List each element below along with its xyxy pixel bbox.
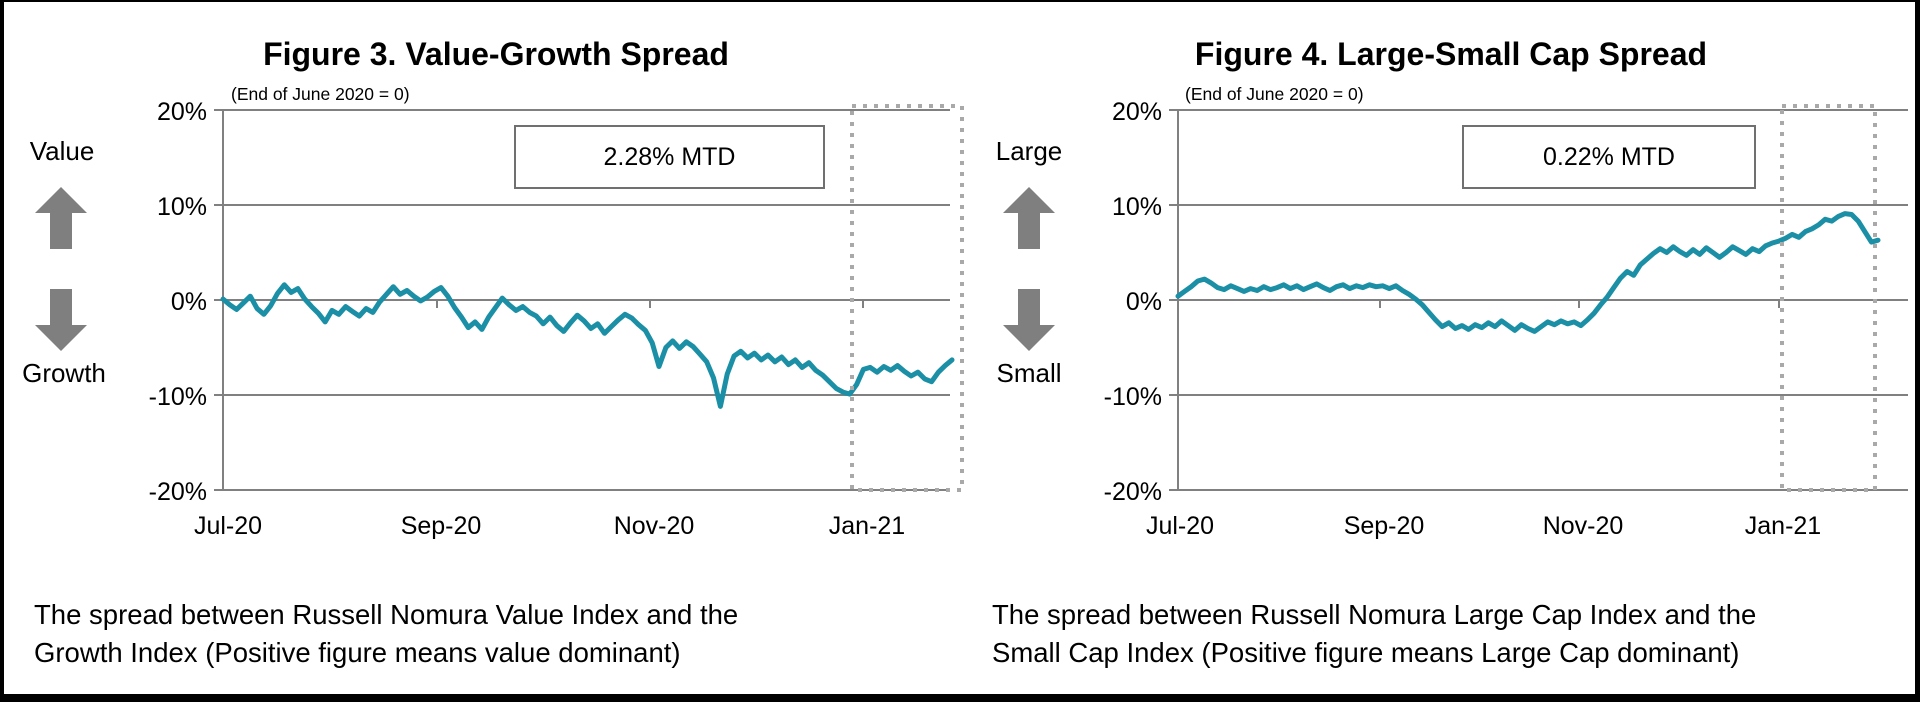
direction-down-label: Small — [996, 358, 1062, 388]
y-axis-tick-label: 0% — [1125, 288, 1162, 316]
x-axis-tick-label: Sep-20 — [400, 512, 482, 540]
x-axis-tick-label: Jul-20 — [1145, 512, 1215, 540]
chart-title: Figure 4. Large-Small Cap Spread — [1194, 36, 1708, 72]
y-axis-tick-label: -20% — [148, 478, 207, 506]
x-axis-tick-label: Nov-20 — [613, 512, 695, 540]
caption-line-1: The spread between Russell Nomura Value … — [34, 599, 739, 630]
mtd-callout-box: 0.22% MTD — [1462, 125, 1756, 189]
x-axis-tick-label: Sep-20 — [1343, 512, 1425, 540]
x-axis-tick-label: Jan-21 — [828, 512, 906, 540]
caption-line-2: Growth Index (Positive figure means valu… — [34, 637, 681, 668]
y-axis-tick-label: 20% — [156, 98, 207, 126]
direction-up-label: Value — [29, 136, 95, 166]
direction-down-label: Growth — [22, 358, 106, 388]
down-arrow-icon — [1003, 289, 1055, 351]
y-axis-tick-label: -10% — [148, 383, 207, 411]
x-axis-tick-label: Nov-20 — [1542, 512, 1624, 540]
caption-line-1: The spread between Russell Nomura Large … — [992, 599, 1757, 630]
chart-caption: The spread between Russell Nomura Value … — [34, 596, 738, 672]
caption-line-2: Small Cap Index (Positive figure means L… — [992, 637, 1740, 668]
direction-up-label: Large — [995, 136, 1063, 166]
y-axis-tick-label: -20% — [1103, 478, 1162, 506]
y-axis-tick-label: 20% — [1111, 98, 1162, 126]
mtd-value-label: 2.28% MTD — [603, 142, 736, 171]
y-axis-tick-label: 10% — [1111, 193, 1162, 221]
chart-caption: The spread between Russell Nomura Large … — [992, 596, 1756, 672]
chart-subtitle: (End of June 2020 = 0) — [231, 84, 410, 104]
up-arrow-icon — [35, 187, 87, 249]
down-arrow-icon — [35, 289, 87, 351]
y-axis-tick-label: 0% — [170, 288, 207, 316]
chart-title: Figure 3. Value-Growth Spread — [263, 36, 729, 72]
mtd-callout-box: 2.28% MTD — [514, 125, 825, 189]
mtd-value-label: 0.22% MTD — [1543, 142, 1675, 171]
x-axis-tick-label: Jul-20 — [193, 512, 263, 540]
y-axis-tick-label: 10% — [156, 193, 207, 221]
up-arrow-icon — [1003, 187, 1055, 249]
x-axis-tick-label: Jan-21 — [1744, 512, 1822, 540]
figure-canvas: Figure 3. Value-Growth Spread (End of Ju… — [4, 2, 1915, 694]
chart-subtitle: (End of June 2020 = 0) — [1185, 84, 1364, 104]
y-axis-tick-label: -10% — [1103, 383, 1162, 411]
